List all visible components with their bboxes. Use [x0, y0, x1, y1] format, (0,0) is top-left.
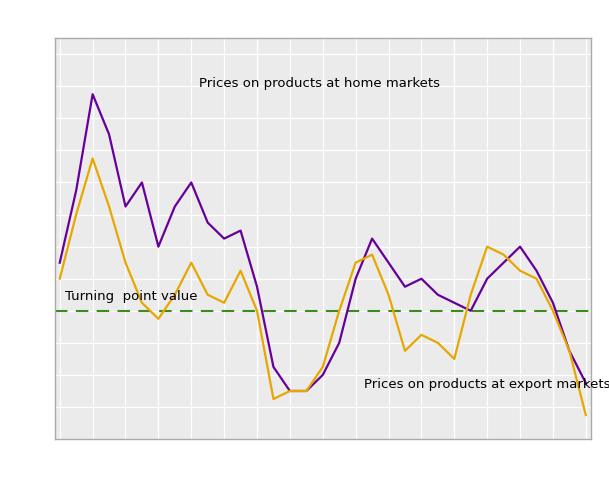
Text: Prices on products at home markets: Prices on products at home markets: [200, 77, 440, 90]
Text: Prices on products at export markets: Prices on products at export markets: [364, 377, 609, 390]
Text: Turning  point value: Turning point value: [65, 289, 197, 302]
